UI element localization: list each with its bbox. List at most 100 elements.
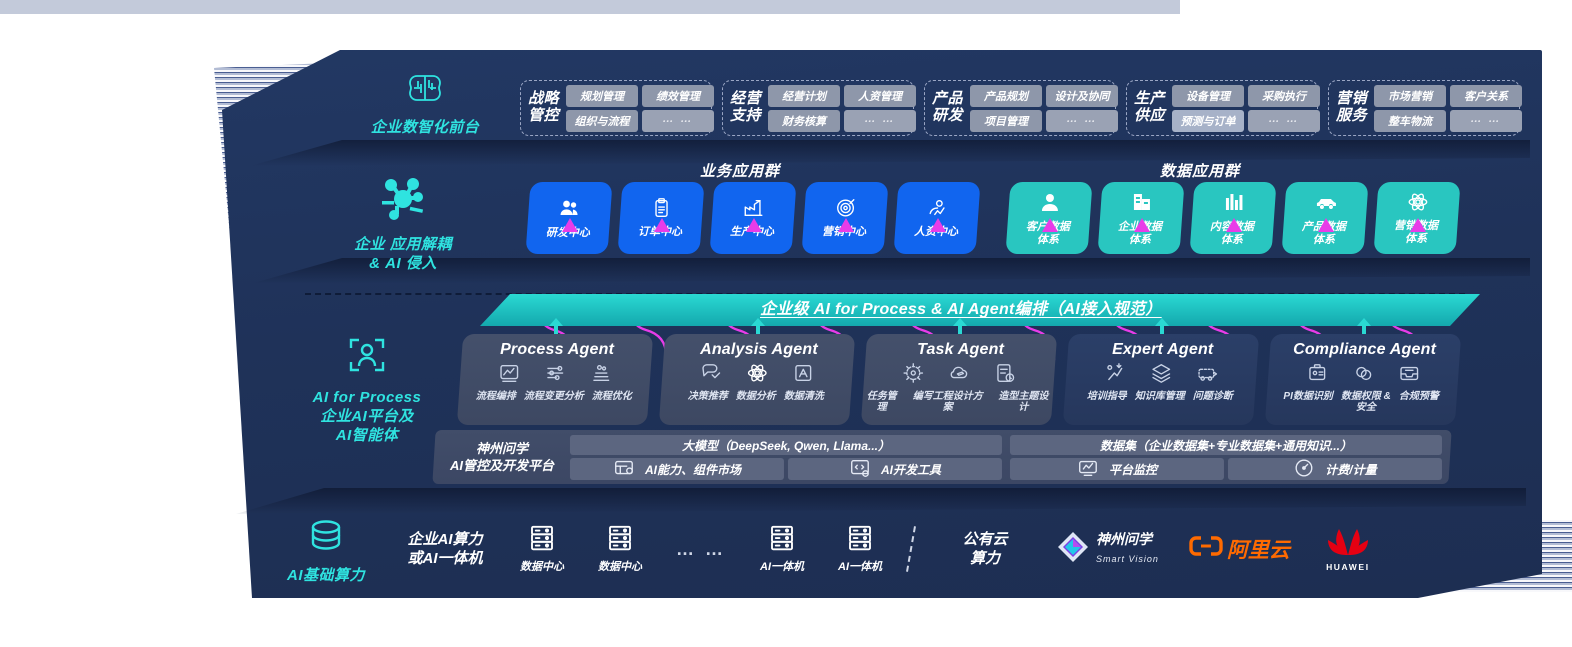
aliyun-logo[interactable]: 阿里云	[1189, 534, 1290, 564]
agent-card-5[interactable]: Compliance Agent PI数据识别 数据权限 & 安全 合规预警	[1264, 334, 1462, 425]
domain-pill[interactable]: … …	[1248, 109, 1321, 132]
agent-card-1[interactable]: Process Agent 流程编排 流程变更分析 流程优化	[456, 334, 654, 425]
agent-capability-row: 培训指导 知识库管理 问题诊断	[1087, 391, 1233, 402]
business-app-card-1[interactable]: 研发中心	[525, 182, 613, 254]
platform-name: 神州问学 AI管控及开发平台	[449, 440, 554, 472]
infra-node-1[interactable]: 数据中心	[520, 523, 564, 574]
agent-capability-label[interactable]: PI数据识别	[1283, 391, 1334, 402]
business-app-card-5[interactable]: 人资中心	[893, 182, 981, 254]
agent-card-4[interactable]: Expert Agent 培训指导 知识库管理 问题诊断	[1062, 334, 1260, 425]
business-app-card-3[interactable]: 生产中心	[709, 182, 797, 254]
domain-group-3[interactable]: 产品 研发 产品规划 设计及协同 项目管理… …	[924, 80, 1119, 136]
agent-capability-label[interactable]: 编写工程设计方案	[912, 391, 983, 413]
domain-pill[interactable]: … …	[642, 109, 715, 132]
dataset-bar[interactable]: 数据集（企业数据集+专业数据集+通用知识...）	[1010, 434, 1442, 455]
platform-right-cell-2[interactable]: 计费/计量	[1228, 457, 1442, 480]
rail-label: 企业 应用解耦 & AI 侵入	[354, 236, 452, 272]
platform-left-cell-1[interactable]: AI能力、组件市场	[570, 457, 784, 480]
agent-capability-label[interactable]: 培训指导	[1086, 391, 1127, 402]
business-app-row: 研发中心 订单中心 生产中心 营销中心 人资中心	[525, 182, 981, 254]
domain-group-2[interactable]: 经营 支持 经营计划 人资管理 财务核算… …	[722, 80, 917, 136]
platform-left-cells: AI能力、组件市场 AI开发工具	[570, 457, 1002, 480]
agent-capability-label[interactable]: 知识库管理	[1134, 391, 1185, 402]
rail-label: 企业数智化前台	[370, 119, 480, 136]
szwx-logo[interactable]: 神州问学 Smart Vision	[1056, 530, 1159, 569]
domain-pill[interactable]: 绩效管理	[642, 84, 715, 107]
huawei-logo[interactable]: HUAWEI	[1326, 526, 1370, 572]
szwx-mark-icon	[1056, 530, 1090, 569]
domain-pill[interactable]: 组织与流程	[566, 109, 639, 132]
platform-left-cell-2[interactable]: AI开发工具	[788, 457, 1002, 480]
huawei-name: HUAWEI	[1326, 562, 1370, 572]
ai-platform-strip: 神州问学 AI管控及开发平台 大模型（DeepSeek, Qwen, Llama…	[432, 430, 1452, 484]
agent-capability-label[interactable]: 数据权限 & 安全	[1341, 391, 1392, 413]
agent-capability-label[interactable]: 流程变更分析	[523, 391, 584, 402]
domain-pill-grid: 规划管理 绩效管理 组织与流程… …	[566, 84, 715, 132]
domain-pill[interactable]: 人资管理	[844, 84, 917, 107]
infra-node-5[interactable]: AI一体机	[838, 523, 882, 574]
data-app-card-label: 营销数据 体系	[1393, 219, 1438, 245]
business-app-card-4[interactable]: 营销中心	[801, 182, 889, 254]
data-app-card-1[interactable]: 客户数据 体系	[1005, 182, 1093, 254]
agent-capability-label[interactable]: 数据分析	[735, 391, 776, 402]
server-icon	[845, 523, 875, 558]
user-profile-icon	[1037, 190, 1063, 219]
agent-name: Analysis Agent	[700, 341, 818, 358]
domain-group-name: 营销 服务	[1336, 90, 1368, 124]
domain-pill[interactable]: 产品规划	[970, 84, 1043, 107]
server-icon	[605, 523, 635, 558]
agent-card-2[interactable]: Analysis Agent 决策推荐 数据分析 数据清洗	[658, 334, 856, 425]
infra-node-4[interactable]: AI一体机	[760, 523, 804, 574]
infra-node-2[interactable]: 数据中心	[598, 523, 642, 574]
data-app-card-2[interactable]: 企业数据 体系	[1097, 182, 1185, 254]
data-cluster-title: 数据应用群	[1160, 163, 1241, 180]
monitor-icon	[1077, 456, 1099, 481]
domain-pill[interactable]: 项目管理	[970, 109, 1043, 132]
business-app-card-2[interactable]: 订单中心	[617, 182, 705, 254]
szwx-name: 神州问学	[1096, 531, 1153, 547]
domain-pill[interactable]: 市场营销	[1374, 84, 1447, 107]
agent-card-3[interactable]: Task Agent 任务管理 编写工程设计方案 造型主题设计	[860, 334, 1058, 425]
person-chart-icon	[927, 197, 949, 224]
domain-pill[interactable]: 财务核算	[768, 109, 841, 132]
domain-pill[interactable]: … …	[1450, 109, 1523, 132]
domain-pill[interactable]: 经营计划	[768, 84, 841, 107]
domain-pill[interactable]: … …	[844, 109, 917, 132]
infra-node-label: 数据中心	[520, 561, 564, 574]
domain-pill-grid: 设备管理 采购执行 预测与订单… …	[1172, 84, 1321, 132]
large-model-bar[interactable]: 大模型（DeepSeek, Qwen, Llama...）	[570, 434, 1002, 455]
agent-capability-label[interactable]: 造型主题设计	[998, 391, 1049, 413]
data-app-card-4[interactable]: 产品数据 体系	[1281, 182, 1369, 254]
domain-group-1[interactable]: 战略 管控 规划管理 绩效管理 组织与流程… …	[520, 80, 715, 136]
agent-capability-label[interactable]: 合规预警	[1399, 391, 1440, 402]
domain-pill[interactable]: 规划管理	[566, 84, 639, 107]
domain-pill[interactable]: 预测与订单	[1172, 109, 1245, 132]
network-icon	[902, 362, 924, 389]
agent-capability-label[interactable]: 流程编排	[475, 391, 516, 402]
domain-pill[interactable]: 采购执行	[1248, 84, 1321, 107]
agent-capability-label[interactable]: 问题诊断	[1192, 391, 1233, 402]
agent-capability-label[interactable]: 任务管理	[866, 391, 897, 413]
data-app-card-3[interactable]: 内容数据 体系	[1189, 182, 1277, 254]
agent-capability-label[interactable]: 流程优化	[591, 391, 632, 402]
domain-pill[interactable]: 设计及协同	[1046, 84, 1119, 107]
infra-node-list: 数据中心 数据中心 … … AI一体机 AI一体机	[520, 523, 882, 574]
domain-pill[interactable]: … …	[1046, 109, 1119, 132]
agent-capability-row: 决策推荐 数据分析 数据清洗	[688, 391, 824, 402]
rail-ai-compute: AI基础算力	[246, 516, 406, 586]
domain-pill[interactable]: 客户关系	[1450, 84, 1523, 107]
platform-right-cell-1[interactable]: 平台监控	[1010, 456, 1224, 481]
domain-pill[interactable]: 设备管理	[1172, 84, 1245, 107]
platform-right-column: 数据集（企业数据集+专业数据集+通用知识...） 平台监控 计费/计量	[1010, 434, 1442, 481]
flow-chart-icon	[498, 362, 520, 389]
domain-pill[interactable]: 整车物流	[1374, 109, 1447, 132]
agent-capability-label[interactable]: 决策推荐	[687, 391, 728, 402]
infrastructure-row: 企业AI算力 或AI一体机 数据中心 数据中心 … … AI一体机 AI一体机 公有云 …	[250, 510, 1480, 588]
infra-node-label: 数据中心	[598, 561, 642, 574]
domain-group-4[interactable]: 生产 供应 设备管理 采购执行 预测与订单… …	[1126, 80, 1321, 136]
data-app-card-5[interactable]: 营销数据 体系	[1373, 182, 1461, 254]
agent-capability-label[interactable]: 数据清洗	[783, 391, 824, 402]
layers-icon	[1150, 362, 1172, 389]
domain-group-5[interactable]: 营销 服务 市场营销 客户关系 整车物流… …	[1328, 80, 1523, 136]
